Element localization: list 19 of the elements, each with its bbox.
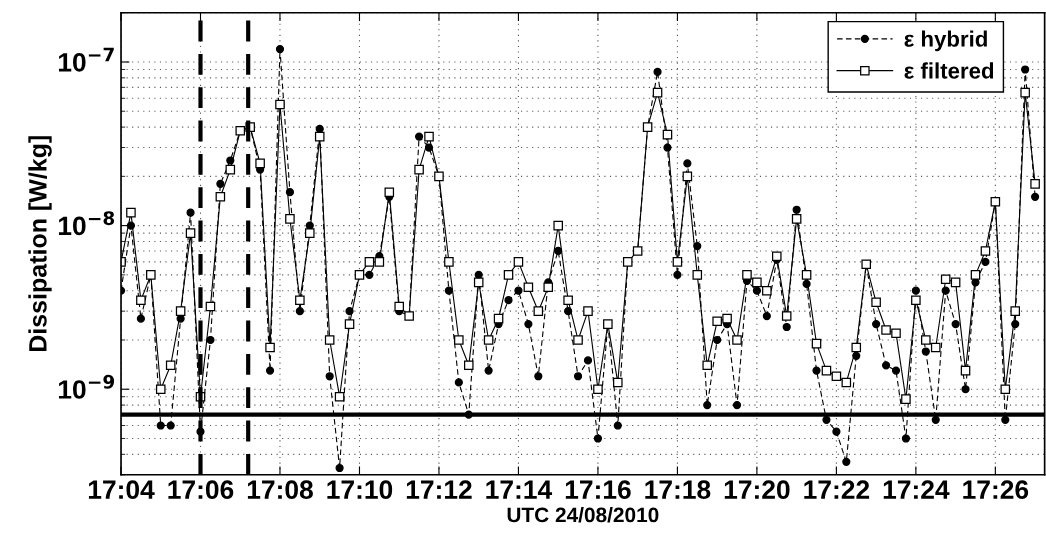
x-tick-label: 17:12 — [406, 480, 472, 499]
x-tick-label: 17:20 — [724, 480, 790, 500]
x-tick-label: 17:18 — [645, 480, 711, 500]
x-tick-label: 17:16 — [565, 480, 631, 500]
legend-label: ε hybrid — [904, 30, 987, 52]
x-tick-label: 17:08 — [247, 480, 313, 500]
x-tick-label: 17:10 — [327, 480, 393, 500]
x-tick-label: 17:06 — [168, 480, 234, 500]
y-tick-label: 10$^{−8}$ — [58, 211, 115, 236]
x-tick-label: 17:14 — [486, 480, 553, 499]
y-axis-title: Dissipation [W/kg] — [28, 136, 52, 352]
x-tick-label: 17:24 — [883, 480, 950, 499]
x-tick-label: 17:22 — [804, 480, 870, 499]
legend-label: ε filtered — [904, 62, 994, 79]
x-tick-label: 17:04 — [88, 480, 155, 500]
y-tick-label: 10$^{−9}$ — [58, 374, 115, 399]
y-tick-label: 10$^{−7}$ — [58, 47, 114, 72]
x-tick-label: 17:26 — [963, 480, 1029, 500]
x-axis-title: UTC 24/08/2010 — [507, 507, 659, 523]
